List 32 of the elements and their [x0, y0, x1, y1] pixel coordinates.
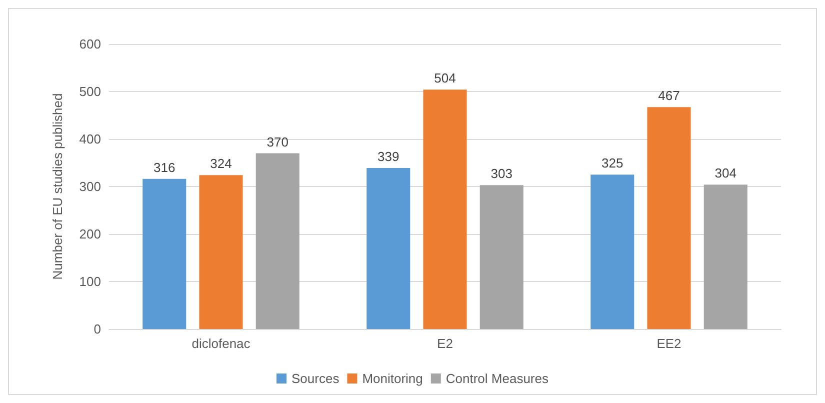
data-label: 370 [266, 134, 288, 150]
bar [590, 174, 634, 329]
bar [423, 90, 467, 329]
data-label: 303 [490, 166, 512, 182]
y-axis-title: Number of EU studies published [50, 93, 65, 280]
data-label: 316 [154, 160, 176, 175]
bar [480, 185, 524, 329]
bar [704, 184, 748, 329]
bar [256, 153, 300, 329]
x-tick-label: E2 [437, 336, 453, 351]
data-label: 339 [378, 148, 400, 164]
x-tick-label: diclofenac [192, 336, 251, 351]
data-label: 304 [714, 166, 736, 181]
bar [199, 175, 243, 329]
y-tick-label: 600 [79, 36, 101, 52]
x-tick-label: EE2 [656, 336, 682, 351]
legend-label: Sources [292, 371, 340, 386]
data-label: 467 [658, 88, 680, 104]
y-tick-label: 500 [79, 84, 101, 99]
bar [647, 107, 691, 329]
legend-label: Control Measures [446, 371, 549, 386]
legend-label: Monitoring [362, 371, 423, 386]
y-tick-label: 400 [79, 132, 101, 146]
y-tick-label: 100 [79, 274, 101, 289]
data-label: 325 [602, 156, 624, 171]
bar [142, 178, 186, 329]
y-tick-label: 300 [79, 179, 101, 194]
bar [366, 168, 410, 329]
y-tick-label: 0 [94, 322, 101, 336]
y-tick-label: 200 [79, 226, 101, 242]
data-label: 324 [210, 156, 232, 172]
data-label: 504 [434, 70, 456, 86]
